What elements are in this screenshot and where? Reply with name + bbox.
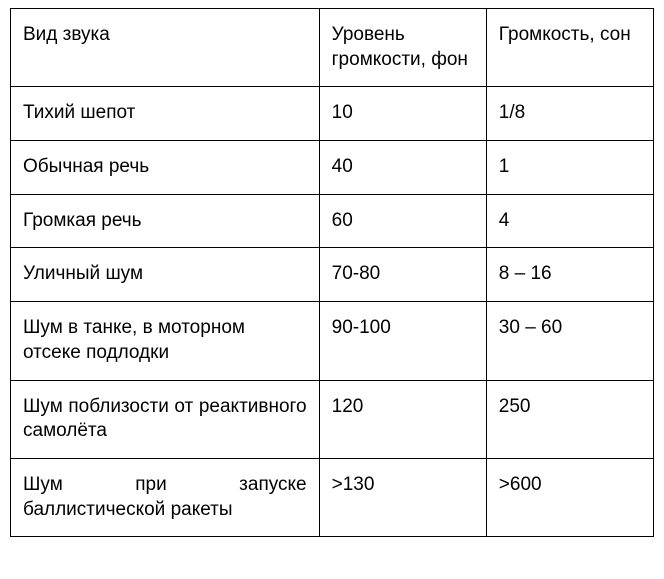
table-row: Шум в танке, в моторном отсеке подлодки … bbox=[11, 302, 654, 380]
cell-loudness-sone: 30 – 60 bbox=[486, 302, 653, 380]
cell-sound-type: Шум поблизости от реактивного самолёта bbox=[11, 380, 320, 458]
cell-sound-type: Тихий шепот bbox=[11, 87, 320, 141]
sound-levels-table: Вид звука Уровень громкости, фон Громкос… bbox=[10, 8, 654, 537]
cell-loudness-sone: >600 bbox=[486, 458, 653, 536]
table-row: Тихий шепот 10 1/8 bbox=[11, 87, 654, 141]
cell-loudness-level: 70-80 bbox=[319, 248, 486, 302]
table-header-row: Вид звука Уровень громкости, фон Громкос… bbox=[11, 9, 654, 87]
cell-sound-type: Шум в танке, в моторном отсеке подлодки bbox=[11, 302, 320, 380]
cell-sound-type: Обычная речь bbox=[11, 141, 320, 195]
cell-loudness-sone: 1/8 bbox=[486, 87, 653, 141]
header-sound-type: Вид звука bbox=[11, 9, 320, 87]
header-loudness-level: Уровень громкости, фон bbox=[319, 9, 486, 87]
table-row: Громкая речь 60 4 bbox=[11, 194, 654, 248]
table-row: Обычная речь 40 1 bbox=[11, 141, 654, 195]
cell-loudness-level: 120 bbox=[319, 380, 486, 458]
cell-sound-type: Уличный шум bbox=[11, 248, 320, 302]
table-row: Шум при запуске баллистической ракеты >1… bbox=[11, 458, 654, 536]
cell-loudness-sone: 1 bbox=[486, 141, 653, 195]
cell-loudness-level: >130 bbox=[319, 458, 486, 536]
cell-sound-type: Громкая речь bbox=[11, 194, 320, 248]
cell-loudness-level: 90-100 bbox=[319, 302, 486, 380]
cell-loudness-level: 60 bbox=[319, 194, 486, 248]
cell-loudness-sone: 8 – 16 bbox=[486, 248, 653, 302]
cell-sound-type: Шум при запуске баллистической ракеты bbox=[11, 458, 320, 536]
cell-loudness-level: 40 bbox=[319, 141, 486, 195]
table-row: Шум поблизости от реактивного самолёта 1… bbox=[11, 380, 654, 458]
cell-loudness-level: 10 bbox=[319, 87, 486, 141]
table-row: Уличный шум 70-80 8 – 16 bbox=[11, 248, 654, 302]
header-loudness-sone: Громкость, сон bbox=[486, 9, 653, 87]
cell-loudness-sone: 4 bbox=[486, 194, 653, 248]
cell-loudness-sone: 250 bbox=[486, 380, 653, 458]
